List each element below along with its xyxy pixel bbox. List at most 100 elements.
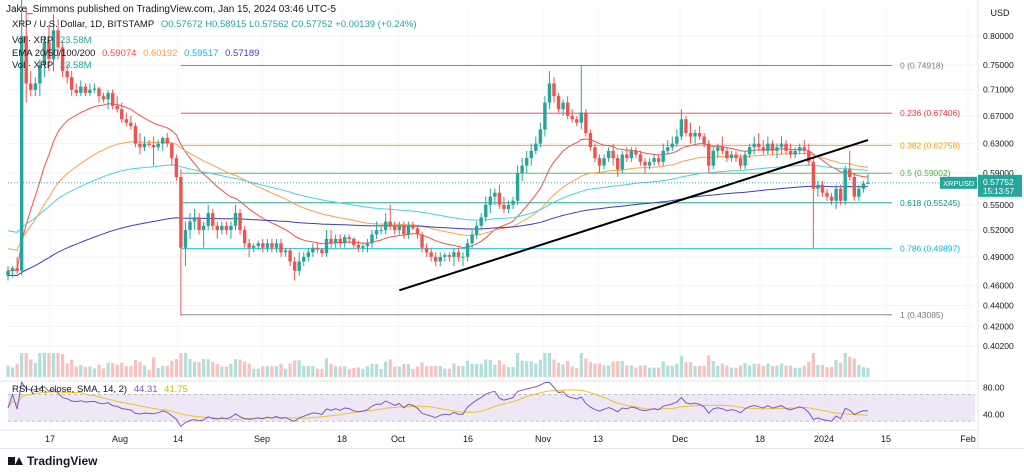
candle	[552, 77, 556, 103]
volume-bar	[297, 360, 301, 377]
volume-bar	[133, 360, 137, 377]
candle	[738, 154, 743, 170]
candle	[556, 92, 561, 113]
candle	[402, 221, 406, 239]
fibonacci-retracement: 0 (0.74918) 0.236 (0.67406) 0.382 (0.62758…	[180, 61, 960, 320]
candle	[201, 221, 206, 248]
ema100-value: 0.59517	[184, 48, 219, 59]
candle	[324, 230, 329, 257]
candle	[270, 238, 274, 253]
candle	[379, 225, 383, 235]
candle	[502, 196, 506, 214]
volume-bar	[506, 366, 511, 377]
volume-bar	[120, 362, 124, 377]
volume-bar	[147, 369, 151, 377]
candle	[24, 8, 28, 103]
candle	[229, 221, 233, 239]
candle	[97, 86, 101, 103]
volume-bar	[688, 361, 693, 377]
candle	[397, 221, 401, 235]
volume-bar	[447, 368, 451, 377]
fib-level-label: 0.382 (0.62758)	[900, 140, 960, 150]
candle	[320, 247, 324, 257]
volume-bar	[111, 362, 115, 377]
candle	[142, 136, 147, 151]
volume-bar	[793, 367, 797, 377]
candle	[192, 208, 197, 231]
candle	[6, 266, 10, 281]
candle	[110, 89, 115, 110]
candle	[584, 109, 588, 137]
time-tick-label: Sep	[254, 434, 270, 444]
grid-lines	[8, 6, 975, 430]
volume-bar	[243, 361, 247, 377]
volume-bar	[74, 366, 78, 377]
candle	[470, 230, 474, 248]
support-trendline[interactable]	[398, 139, 869, 292]
tradingview-wordmark: TradingView	[27, 454, 98, 468]
volume-bar	[570, 366, 574, 377]
candle	[138, 133, 142, 155]
volume-bar	[206, 359, 210, 377]
candle	[306, 247, 310, 262]
price-tick-label: 0.71000	[983, 85, 1014, 95]
volume-bar	[552, 359, 556, 377]
candle	[725, 147, 729, 162]
candle	[51, 13, 56, 72]
ema20-value: 0.59074	[102, 48, 137, 59]
volume-bar	[825, 367, 829, 377]
ema200-value: 0.57189	[225, 48, 260, 59]
ema50-value: 0.60192	[143, 48, 178, 59]
volume-bar	[584, 358, 588, 377]
volume-bar	[406, 363, 410, 377]
candle	[597, 154, 602, 174]
candle	[120, 102, 124, 123]
candle	[165, 133, 169, 148]
tradingview-logo[interactable]: TradingView	[8, 454, 97, 468]
volume-bar	[443, 368, 447, 377]
candle	[684, 115, 688, 137]
volume-bar	[256, 368, 260, 377]
volume-bar	[302, 365, 306, 377]
candle	[743, 150, 747, 170]
volume-bar	[233, 359, 238, 377]
volume-bar	[438, 365, 442, 377]
time-axis: 17 Aug 14 Sep 18 Oct 16 Nov 13 Dec 18 2024 15 Feb	[0, 429, 978, 444]
price-chart[interactable]: 0 (0.74918) 0.236 (0.67406) 0.382 (0.62758…	[0, 0, 1024, 448]
volume-bar	[156, 367, 160, 377]
candle	[183, 221, 188, 267]
candle	[56, 19, 60, 60]
price-tick-label: 0.59000	[983, 168, 1014, 178]
candle	[729, 150, 734, 162]
volume-bar	[852, 358, 856, 377]
candle	[283, 247, 288, 257]
volume-bar	[320, 368, 324, 377]
fib-level-label: 0.236 (0.67406)	[900, 108, 960, 118]
volume-bar	[470, 363, 474, 377]
volume-bar	[698, 365, 702, 377]
candle	[434, 252, 438, 267]
volume-bar	[502, 364, 506, 377]
volume-bar	[716, 365, 720, 377]
candle	[529, 143, 533, 166]
candle	[10, 266, 15, 278]
candle	[602, 154, 606, 170]
candle	[88, 83, 92, 97]
candle	[848, 150, 852, 181]
volume-bar	[33, 363, 37, 377]
volume-bar	[47, 353, 51, 377]
candle	[261, 238, 265, 253]
volume-bar	[56, 353, 60, 377]
volume-bar	[288, 363, 292, 377]
rsi-line	[7, 381, 868, 428]
volume-bar	[620, 360, 624, 377]
volume-bar	[525, 361, 529, 377]
candle	[852, 173, 856, 201]
candle	[302, 252, 306, 267]
volume-bar	[488, 359, 492, 377]
volume-bar	[784, 365, 788, 377]
time-tick-label: 17	[45, 434, 55, 444]
candle	[220, 221, 224, 235]
fib-level-label: 0 (0.74918)	[900, 61, 944, 71]
volume-bar	[370, 363, 374, 377]
